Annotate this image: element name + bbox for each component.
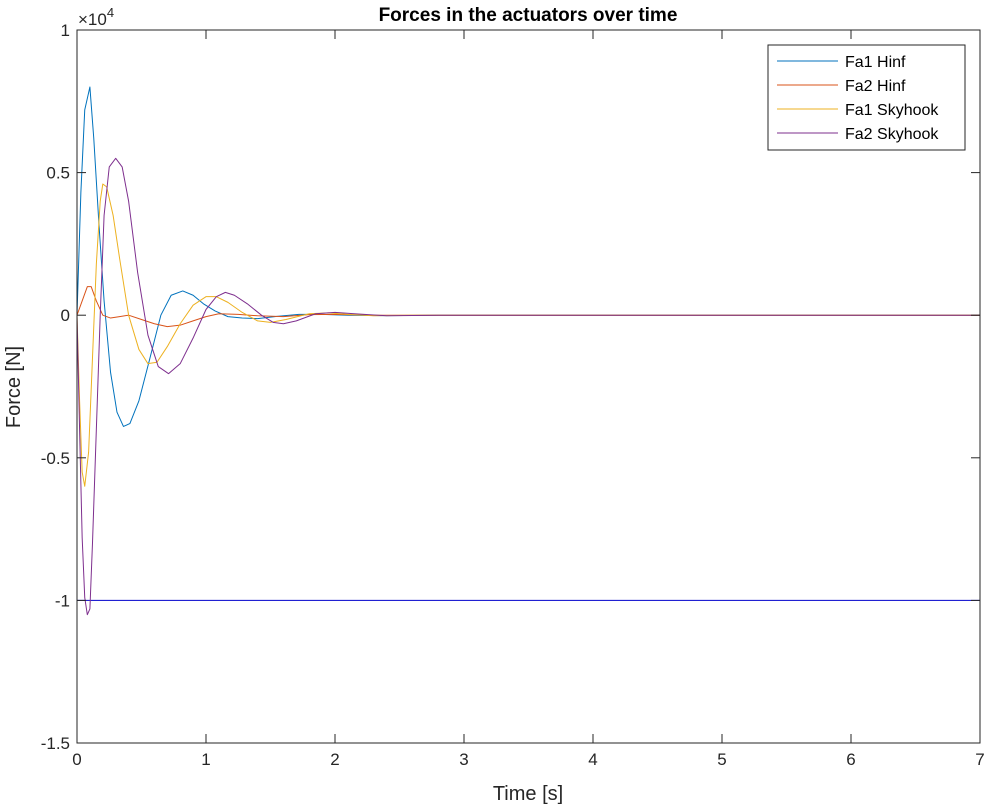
x-tick-label-5: 5 xyxy=(717,750,726,769)
legend-entries: Fa1 Hinf Fa2 Hinf Fa1 Skyhook Fa2 Skyhook xyxy=(777,54,939,143)
chart-title: Forces in the actuators over time xyxy=(379,5,678,26)
x-tick-label-2: 2 xyxy=(330,750,339,769)
y-tick-label-1: -1 xyxy=(55,591,70,610)
series-layer xyxy=(76,86,980,616)
x-tick-labels: 0 1 2 3 4 5 6 7 xyxy=(72,750,984,769)
y-axis-title: Force [N] xyxy=(3,346,25,428)
y-tick-label-4: 0.5 xyxy=(46,164,70,183)
y-tick-label-3: 0 xyxy=(61,306,70,325)
x-tick-label-4: 4 xyxy=(588,750,597,769)
legend: Fa1 Hinf Fa2 Hinf Fa1 Skyhook Fa2 Skyhook xyxy=(767,44,966,151)
y-multiplier-label: ×104 xyxy=(78,5,114,29)
y-tick-label-0: -1.5 xyxy=(41,734,70,753)
x-tick-label-1: 1 xyxy=(201,750,210,769)
axes-box xyxy=(76,29,981,744)
legend-label-1: Fa2 Hinf xyxy=(845,78,906,95)
legend-label-3: Fa2 Skyhook xyxy=(845,126,939,143)
y-tick-label-5: 1 xyxy=(61,21,70,40)
series-line-3 xyxy=(76,157,980,616)
legend-label-0: Fa1 Hinf xyxy=(845,54,906,71)
series-line-2 xyxy=(76,183,980,487)
y-tick-label-2: -0.5 xyxy=(41,449,70,468)
x-axis-title: Time [s] xyxy=(493,783,563,805)
x-tick-label-7: 7 xyxy=(975,750,984,769)
y-tick-labels: -1.5 -1 -0.5 0 0.5 1 xyxy=(41,21,70,753)
x-tick-label-6: 6 xyxy=(846,750,855,769)
x-tick-label-3: 3 xyxy=(459,750,468,769)
legend-label-2: Fa1 Skyhook xyxy=(845,102,939,119)
x-tick-label-0: 0 xyxy=(72,750,81,769)
tick-marks xyxy=(76,29,981,744)
